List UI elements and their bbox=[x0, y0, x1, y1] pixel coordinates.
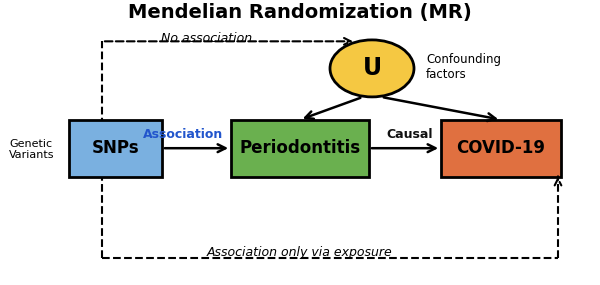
FancyBboxPatch shape bbox=[231, 120, 369, 177]
Ellipse shape bbox=[330, 40, 414, 97]
Text: U: U bbox=[362, 56, 382, 80]
Text: Association only via exposure: Association only via exposure bbox=[207, 246, 393, 259]
FancyBboxPatch shape bbox=[441, 120, 561, 177]
Text: Genetic
Variants: Genetic Variants bbox=[8, 139, 54, 160]
Text: No association: No association bbox=[161, 32, 253, 45]
Text: Confounding
factors: Confounding factors bbox=[426, 53, 501, 81]
Text: Mendelian Randomization (MR): Mendelian Randomization (MR) bbox=[128, 3, 472, 22]
Text: COVID-19: COVID-19 bbox=[457, 139, 545, 157]
FancyBboxPatch shape bbox=[69, 120, 162, 177]
Text: Periodontitis: Periodontitis bbox=[239, 139, 361, 157]
Text: Association: Association bbox=[143, 128, 223, 141]
Text: SNPs: SNPs bbox=[92, 139, 139, 157]
Text: Causal: Causal bbox=[386, 128, 433, 141]
